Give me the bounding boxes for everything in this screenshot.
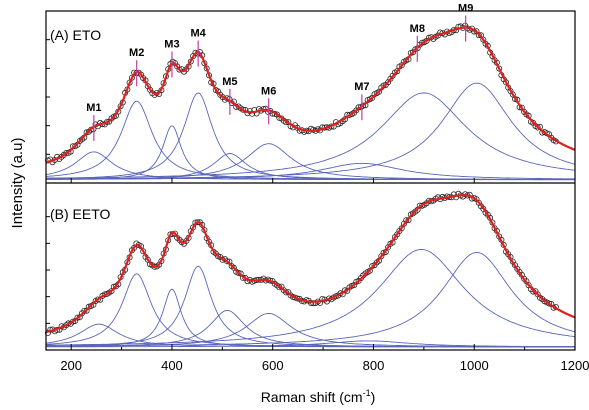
panel-a-mode-label-9: M9 (458, 3, 473, 15)
x-axis-label: Raman shift (cm-1) (261, 388, 376, 405)
panel-a-component-9 (46, 82, 576, 180)
panel-a-component-5 (46, 153, 575, 181)
panel-a-mode-label-3: M3 (164, 38, 179, 50)
panel-b-component-7 (46, 340, 575, 348)
panel-a-data-point (360, 102, 367, 109)
panel-b-component-2 (45, 273, 575, 348)
panel-a-component-8 (45, 92, 576, 179)
panel-b-component-9 (46, 252, 576, 347)
axes: 200 400 600 800 1000 1200 (45, 10, 589, 373)
panel-b-data-point (546, 300, 553, 307)
panel-b-data-point (398, 225, 405, 232)
panel-b-data-point (366, 267, 373, 274)
panel-b-data-point (307, 299, 314, 306)
panel-a-data-point (534, 124, 541, 131)
panel-b-data-point (224, 258, 231, 265)
panel-a-mode-label-1: M1 (86, 102, 101, 114)
panel-b-component-6 (46, 312, 575, 348)
panel-b (45, 190, 576, 348)
panel-b-label: (B) EETO (50, 206, 111, 222)
panel-a-data-point (475, 32, 482, 39)
x-tick-label: 600 (262, 358, 284, 373)
panel-a-component-2 (45, 100, 575, 181)
panel-b-component-4 (46, 265, 575, 348)
panel-a-mode-label-7: M7 (354, 81, 369, 93)
panel-b-experimental-points (45, 190, 559, 336)
x-tick-label: 1000 (460, 358, 489, 373)
panel-a-fit-curve (45, 26, 576, 164)
panel-a-mode-label-6: M6 (261, 85, 276, 97)
panel-a-mode-label-5: M5 (222, 76, 237, 88)
x-tick-label: 200 (60, 358, 82, 373)
panel-a-experimental-points (45, 22, 559, 166)
x-axis-label-end: ) (371, 389, 376, 405)
panel-a-label: (A) ETO (50, 27, 101, 43)
panel-a-mode-label-4: M4 (191, 28, 207, 40)
panel-b-data-point (74, 314, 81, 321)
x-tick-label: 400 (161, 358, 183, 373)
panel-a-mode-label-8: M8 (410, 23, 425, 35)
panel-a: M1 M2 M3 M4 M5 M6 M7 M8 M9 (45, 3, 576, 181)
panel-b-fit-curve (45, 194, 576, 334)
panel-b-data-point (140, 248, 147, 255)
y-axis-label: Intensity (a.u) (9, 138, 26, 229)
panel-a-component-1 (45, 151, 575, 181)
panel-a-component-7 (46, 162, 576, 180)
panel-b-data-point (94, 296, 101, 303)
x-axis-label-sup: -1 (363, 388, 371, 398)
x-axis-label-main: Raman shift (cm (261, 389, 363, 405)
x-tick-label: 1200 (561, 358, 589, 373)
panel-a-mode-label-2: M2 (129, 47, 144, 59)
x-tick-label: 800 (363, 358, 385, 373)
panel-a-component-4 (46, 92, 575, 180)
panel-b-component-3 (46, 288, 575, 348)
panel-b-component-8 (45, 248, 576, 346)
